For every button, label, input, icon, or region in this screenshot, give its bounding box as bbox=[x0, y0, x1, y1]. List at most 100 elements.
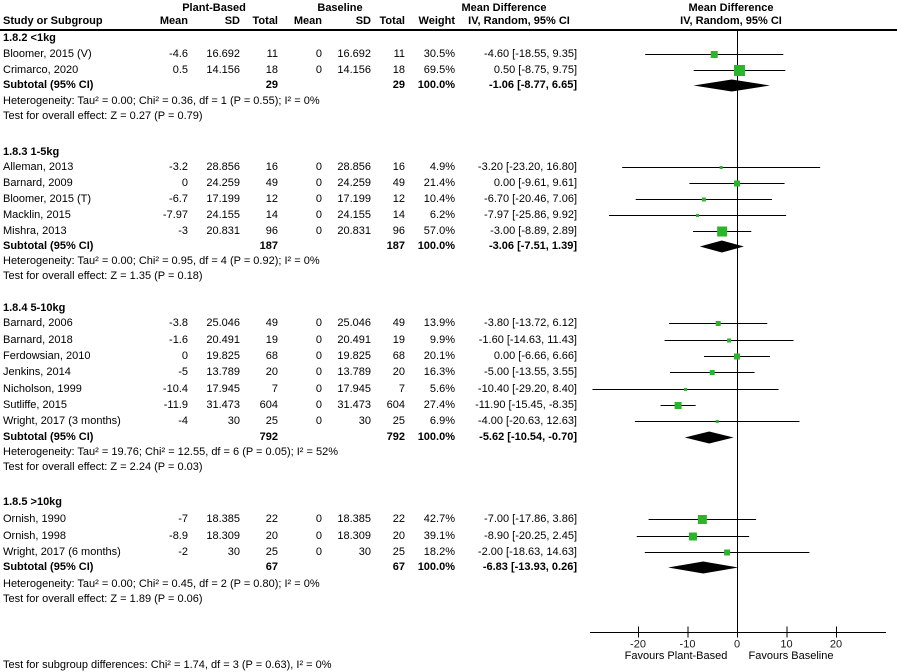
baseline-sd-value: 30 bbox=[358, 546, 371, 558]
baseline-total-value: 49 bbox=[392, 177, 405, 189]
weight-col-header: Weight bbox=[418, 15, 455, 27]
subtotal-weight: 100.0% bbox=[417, 431, 455, 443]
baseline-mean-col-header: Mean bbox=[293, 15, 322, 27]
plant-mean-value: -7 bbox=[178, 513, 188, 525]
subtotal-label: Subtotal (95% CI) bbox=[3, 431, 94, 443]
baseline-mean-value: 0 bbox=[315, 513, 322, 525]
plant-sd-value: 17.199 bbox=[206, 193, 240, 205]
baseline-sd-value: 30 bbox=[358, 415, 371, 427]
plant-total-value: 22 bbox=[265, 513, 278, 525]
plant-total-value: 18 bbox=[265, 64, 278, 76]
md-ci-text: -4.00 [-20.63, 12.63] bbox=[477, 415, 577, 427]
effect-square-marker bbox=[696, 214, 700, 217]
baseline-sd-value: 20.831 bbox=[337, 225, 371, 237]
baseline-sd-value: 14.156 bbox=[337, 64, 371, 76]
study-name: Crimarco, 2020 bbox=[3, 64, 79, 76]
plant-total-value: 96 bbox=[265, 225, 278, 237]
subtotal-plant-total: 792 bbox=[259, 431, 278, 443]
baseline-sd-value: 20.491 bbox=[337, 334, 371, 346]
baseline-sd-value: 18.309 bbox=[337, 530, 371, 542]
subtotal-plant-total: 187 bbox=[259, 240, 278, 252]
plant-mean-value: -3.8 bbox=[169, 317, 188, 329]
baseline-sd-value: 31.473 bbox=[337, 399, 371, 411]
plant-sd-col-header: SD bbox=[224, 15, 240, 27]
plant-sd-value: 30 bbox=[227, 546, 240, 558]
plant-mean-value: -8.9 bbox=[169, 530, 188, 542]
effect-square-marker bbox=[727, 338, 732, 343]
plant-sd-value: 14.156 bbox=[206, 64, 240, 76]
plant-sd-value: 13.789 bbox=[206, 366, 240, 378]
plant-sd-value: 24.155 bbox=[206, 209, 240, 221]
plant-total-value: 14 bbox=[265, 209, 278, 221]
baseline-total-value: 68 bbox=[392, 350, 405, 362]
baseline-sd-value: 24.259 bbox=[337, 177, 371, 189]
md-ci-text: -7.00 [-17.86, 3.86] bbox=[484, 513, 577, 525]
plant-total-value: 7 bbox=[271, 383, 278, 395]
baseline-total-value: 25 bbox=[392, 415, 405, 427]
study-name: Wright, 2017 (3 months) bbox=[3, 415, 121, 427]
plant-mean-value: -4.6 bbox=[169, 48, 188, 60]
plant-sd-value: 16.692 bbox=[206, 48, 240, 60]
study-name: Sutliffe, 2015 bbox=[3, 399, 68, 411]
baseline-total-value: 11 bbox=[393, 48, 405, 60]
subtotal-baseline-total: 29 bbox=[392, 79, 405, 91]
plant-total-value: 604 bbox=[259, 399, 278, 411]
baseline-total-value: 16 bbox=[392, 161, 405, 173]
baseline-mean-value: 0 bbox=[315, 209, 322, 221]
plant-total-value: 20 bbox=[265, 366, 278, 378]
study-name: Wright, 2017 (6 months) bbox=[3, 546, 121, 558]
subtotal-ci-text: -6.83 [-13.93, 0.26] bbox=[482, 561, 577, 573]
plant-mean-value: -3.2 bbox=[169, 161, 188, 173]
subtotal-diamond bbox=[699, 240, 744, 253]
baseline-sd-value: 25.046 bbox=[337, 317, 371, 329]
study-name: Ornish, 1990 bbox=[3, 513, 66, 525]
baseline-total-value: 25 bbox=[392, 546, 405, 558]
baseline-total-value: 20 bbox=[392, 530, 405, 542]
subtotal-plant-total: 67 bbox=[265, 561, 278, 573]
baseline-total-value: 12 bbox=[392, 193, 405, 205]
weight-value: 27.4% bbox=[423, 399, 455, 411]
plant-total-col-header: Total bbox=[252, 15, 278, 27]
subgroup-heading: 1.8.2 <1kg bbox=[3, 32, 56, 44]
weight-value: 57.0% bbox=[423, 225, 455, 237]
md-ci-text: -5.00 [-13.55, 3.55] bbox=[484, 366, 577, 378]
x-axis-tick-label: -10 bbox=[680, 639, 696, 651]
baseline-sd-value: 24.155 bbox=[337, 209, 371, 221]
baseline-mean-value: 0 bbox=[315, 317, 322, 329]
effect-square-marker bbox=[715, 321, 721, 326]
subtotal-baseline-total: 67 bbox=[392, 561, 405, 573]
subtotal-weight: 100.0% bbox=[417, 561, 455, 573]
group2-header: Baseline bbox=[317, 2, 363, 14]
heterogeneity-text: Heterogeneity: Tau² = 0.00; Chi² = 0.95,… bbox=[3, 255, 320, 267]
subtotal-plant-total: 29 bbox=[265, 79, 278, 91]
plant-total-value: 20 bbox=[265, 530, 278, 542]
header-divider-line bbox=[0, 29, 897, 31]
subtotal-label: Subtotal (95% CI) bbox=[3, 561, 94, 573]
weight-value: 16.3% bbox=[423, 366, 455, 378]
plant-mean-col-header: Mean bbox=[159, 15, 188, 27]
effect-square-marker bbox=[719, 166, 723, 169]
md-ci-text: -10.40 [-29.20, 8.40] bbox=[477, 383, 577, 395]
group1-header: Plant-Based bbox=[182, 2, 246, 14]
weight-value: 5.6% bbox=[429, 383, 455, 395]
subtotal-weight: 100.0% bbox=[417, 240, 455, 252]
study-name: Ornish, 1998 bbox=[3, 530, 66, 542]
baseline-total-value: 18 bbox=[392, 64, 405, 76]
baseline-total-value: 22 bbox=[392, 513, 405, 525]
subtotal-diamond bbox=[668, 561, 739, 574]
md-ci-text: -1.60 [-14.63, 11.43] bbox=[478, 334, 577, 346]
baseline-mean-value: 0 bbox=[315, 415, 322, 427]
plant-mean-value: -4 bbox=[178, 415, 188, 427]
baseline-total-value: 49 bbox=[392, 317, 405, 329]
weight-value: 39.1% bbox=[423, 530, 455, 542]
overall-effect-text: Test for overall effect: Z = 2.24 (P = 0… bbox=[3, 461, 203, 473]
baseline-total-value: 20 bbox=[392, 366, 405, 378]
weight-value: 9.9% bbox=[429, 334, 455, 346]
plant-mean-value: -10.4 bbox=[162, 383, 188, 395]
subtotal-ci-text: -1.06 [-8.77, 6.65] bbox=[488, 79, 577, 91]
effect-square-marker bbox=[709, 370, 715, 375]
plant-mean-value: -7.97 bbox=[162, 209, 188, 221]
effect-square-marker bbox=[715, 420, 719, 423]
plant-mean-value: 0 bbox=[181, 177, 188, 189]
baseline-mean-value: 0 bbox=[315, 225, 322, 237]
